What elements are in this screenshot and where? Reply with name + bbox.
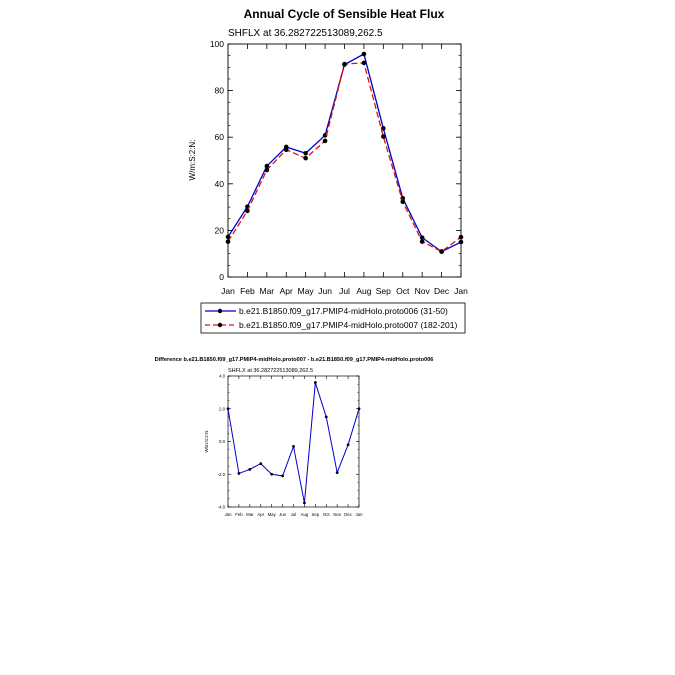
- series-1-point: [226, 407, 230, 411]
- legend-marker-series-1: [217, 308, 223, 314]
- series-1-point: [419, 235, 425, 240]
- series-1-point: [313, 381, 317, 384]
- y-tick-label: 2.0: [219, 406, 226, 411]
- series-2-point: [303, 155, 308, 161]
- series-1-point: [335, 471, 339, 475]
- plot-frame: [227, 375, 360, 508]
- y-tick-label: 80: [215, 86, 225, 96]
- series-1-point: [281, 474, 284, 478]
- legend-label-series-2: b.e21.B1850.f09_g17.PMIP4-midHolo.proto0…: [239, 320, 457, 330]
- series-1-point: [346, 443, 350, 447]
- y-tick-label: -4.0: [218, 505, 226, 510]
- series-1-point: [259, 462, 263, 466]
- difference-chart-title: Difference b.e21.B1850.f09_g17.PMIP4-mid…: [155, 357, 434, 363]
- main-chart-subtitle: SHFLX at 36.282722513089,262.5: [228, 28, 383, 39]
- x-tick-label: Feb: [235, 512, 243, 517]
- series-2-point: [419, 239, 425, 244]
- x-tick-label: Nov: [333, 512, 341, 517]
- series-1-point: [303, 501, 306, 505]
- x-tick-label: Dec: [344, 512, 352, 517]
- x-tick-label: Oct: [323, 512, 330, 517]
- series-2-point: [264, 167, 270, 173]
- series-1-point: [225, 234, 231, 240]
- series-1-point: [270, 472, 274, 476]
- main-chart: Annual Cycle of Sensible Heat Flux SHFLX…: [188, 7, 468, 296]
- x-tick-label: Aug: [301, 512, 309, 517]
- series-1-point: [458, 239, 464, 245]
- series-1-point: [324, 415, 328, 419]
- x-tick-label: Oct: [396, 286, 410, 296]
- series-2-point: [283, 147, 289, 153]
- x-tick-label: Jan: [356, 512, 364, 517]
- plot-frame: [227, 43, 462, 278]
- legend-label-series-1: b.e21.B1850.f09_g17.PMIP4-midHolo.proto0…: [239, 306, 448, 316]
- x-tick-label: Nov: [415, 286, 431, 296]
- series-2-point: [458, 234, 464, 240]
- y-tick-label: 60: [215, 132, 225, 142]
- series-2-point: [439, 249, 444, 254]
- x-tick-label: Mar: [246, 512, 254, 517]
- x-tick-label: Apr: [280, 286, 293, 296]
- series-1-point: [237, 472, 241, 475]
- x-tick-label: Sep: [312, 512, 320, 517]
- series-2-point: [225, 239, 231, 244]
- x-tick-label: May: [298, 286, 315, 296]
- series-line-2: [227, 62, 462, 253]
- x-tick-label: Jan: [454, 286, 468, 296]
- difference-chart-subtitle: SHFLX at 36.282722513089,262.5: [228, 368, 313, 374]
- series-1-point: [264, 163, 270, 169]
- series-2-point: [322, 138, 328, 144]
- difference-chart: Difference b.e21.B1850.f09_g17.PMIP4-mid…: [155, 357, 434, 517]
- x-tick-label: Apr: [257, 512, 264, 517]
- series-1-point: [381, 126, 386, 131]
- main-chart-ylabel: W/m:S:2:N:: [188, 140, 197, 181]
- difference-chart-ylabel: W/m:S:2:N:: [204, 429, 209, 452]
- series-2-point: [342, 61, 347, 67]
- main-chart-legend: b.e21.B1850.f09_g17.PMIP4-midHolo.proto0…: [200, 302, 466, 334]
- legend-marker-series-2: [217, 322, 223, 328]
- series-1-point: [361, 51, 367, 57]
- x-tick-label: May: [268, 512, 277, 517]
- series-1-point: [248, 467, 252, 471]
- series-line-1: [227, 53, 462, 253]
- x-tick-label: Jan: [225, 512, 233, 517]
- x-tick-label: Jul: [291, 512, 297, 517]
- x-tick-label: Jun: [279, 512, 287, 517]
- y-tick-label: 20: [215, 225, 225, 235]
- y-tick-label: 100: [210, 39, 224, 49]
- series-line-1: [227, 382, 360, 504]
- x-tick-label: Sep: [376, 286, 391, 296]
- y-tick-label: -2.0: [218, 472, 226, 477]
- y-tick-label: 0.0: [219, 439, 226, 444]
- legend-box: [200, 302, 466, 334]
- y-tick-label: 0: [219, 272, 224, 282]
- series-2-point: [245, 208, 250, 214]
- y-tick-label: 4.0: [219, 374, 226, 379]
- x-tick-label: Dec: [434, 286, 450, 296]
- y-tick-label: 40: [215, 179, 225, 189]
- series-2-point: [381, 134, 386, 139]
- x-tick-label: Jul: [339, 286, 350, 296]
- series-1-point: [292, 445, 295, 448]
- x-tick-label: Feb: [240, 286, 255, 296]
- series-2-point: [400, 199, 406, 205]
- series-1-point: [303, 150, 308, 156]
- x-tick-label: Jan: [221, 286, 235, 296]
- series-2-point: [361, 60, 367, 66]
- series-1-point: [357, 407, 361, 411]
- x-tick-label: Jun: [318, 286, 332, 296]
- main-chart-title: Annual Cycle of Sensible Heat Flux: [244, 7, 445, 21]
- x-tick-label: Aug: [356, 286, 371, 296]
- x-tick-label: Mar: [260, 286, 275, 296]
